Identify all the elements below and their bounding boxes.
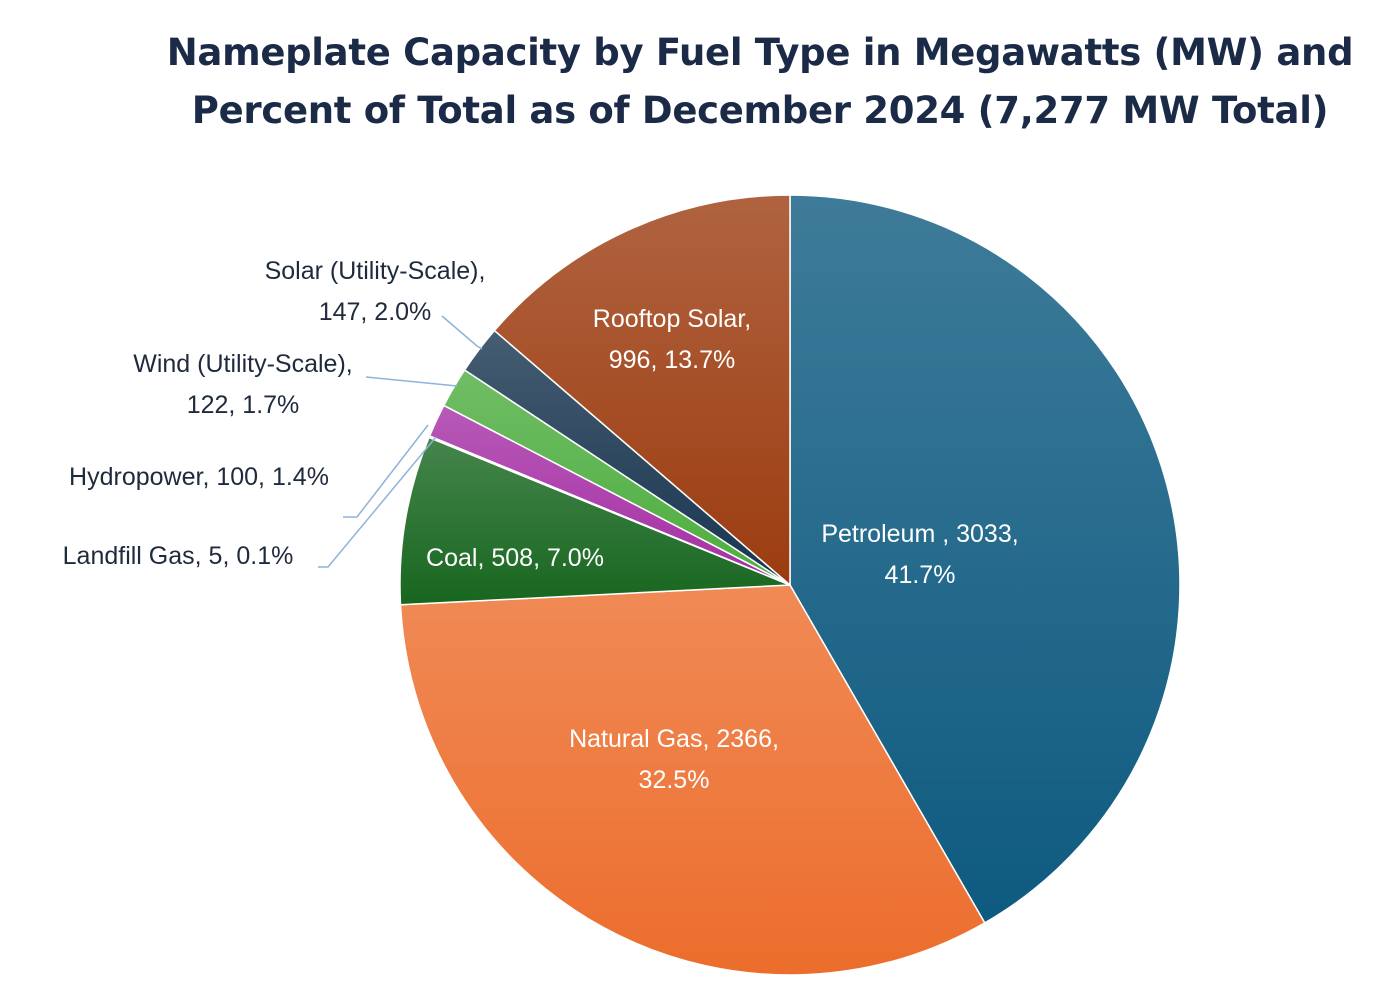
data-label-solar-utility-line-2: 147, 2.0% bbox=[319, 298, 432, 326]
chart-title-line-2: Percent of Total as of December 2024 (7,… bbox=[191, 89, 1329, 132]
pie-slice-coal[interactable] bbox=[399, 436, 791, 606]
pie-slices bbox=[399, 194, 1181, 976]
chart-title: Nameplate Capacity by Fuel Type in Megaw… bbox=[120, 24, 1400, 140]
leader-line-hydropower bbox=[343, 424, 429, 518]
data-label-rooftop-solar-line-2: 996, 13.7% bbox=[609, 346, 736, 374]
leader-lines bbox=[318, 315, 483, 568]
data-label-landfill-gas: Landfill Gas, 5, 0.1% bbox=[63, 542, 294, 570]
data-label-coal: Coal, 508, 7.0% bbox=[426, 544, 604, 572]
data-label-rooftop-solar: Rooftop Solar, 996, 13.7% bbox=[593, 305, 751, 374]
leader-line-landfill-gas bbox=[318, 436, 437, 568]
data-label-petroleum-line-2: 41.7% bbox=[885, 561, 956, 589]
pie-slice-petroleum[interactable] bbox=[789, 194, 1181, 924]
data-label-natural-gas-line-1: Natural Gas, 2366, bbox=[569, 725, 779, 753]
pie-slice-natural-gas[interactable] bbox=[399, 584, 986, 976]
data-label-landfill-gas-line-1: Landfill Gas, 5, 0.1% bbox=[63, 542, 294, 570]
data-label-natural-gas-line-2: 32.5% bbox=[639, 766, 710, 794]
data-label-rooftop-solar-line-1: Rooftop Solar, bbox=[593, 305, 751, 333]
data-label-natural-gas: Natural Gas, 2366, 32.5% bbox=[569, 725, 779, 794]
data-label-wind: Wind (Utility-Scale), 122, 1.7% bbox=[133, 350, 352, 419]
data-label-coal-line-1: Coal, 508, 7.0% bbox=[426, 544, 604, 572]
data-labels: Petroleum , 3033, 41.7% Natural Gas, 2366,… bbox=[63, 257, 1019, 794]
leader-line-wind bbox=[365, 376, 458, 387]
data-label-wind-line-2: 122, 1.7% bbox=[187, 391, 300, 419]
data-label-solar-utility-line-1: Solar (Utility-Scale), bbox=[265, 257, 486, 285]
data-label-solar-utility: Solar (Utility-Scale), 147, 2.0% bbox=[265, 257, 486, 326]
pie-slice-rooftop-solar[interactable] bbox=[493, 194, 791, 586]
data-label-hydropower-line-1: Hydropower, 100, 1.4% bbox=[69, 463, 329, 491]
data-label-petroleum-line-1: Petroleum , 3033, bbox=[821, 520, 1018, 548]
leader-line-solar-utility bbox=[441, 315, 483, 350]
data-label-wind-line-1: Wind (Utility-Scale), bbox=[133, 350, 352, 378]
data-label-hydropower: Hydropower, 100, 1.4% bbox=[69, 463, 329, 491]
data-label-petroleum: Petroleum , 3033, 41.7% bbox=[821, 520, 1018, 589]
chart-title-line-1: Nameplate Capacity by Fuel Type in Megaw… bbox=[166, 31, 1354, 74]
